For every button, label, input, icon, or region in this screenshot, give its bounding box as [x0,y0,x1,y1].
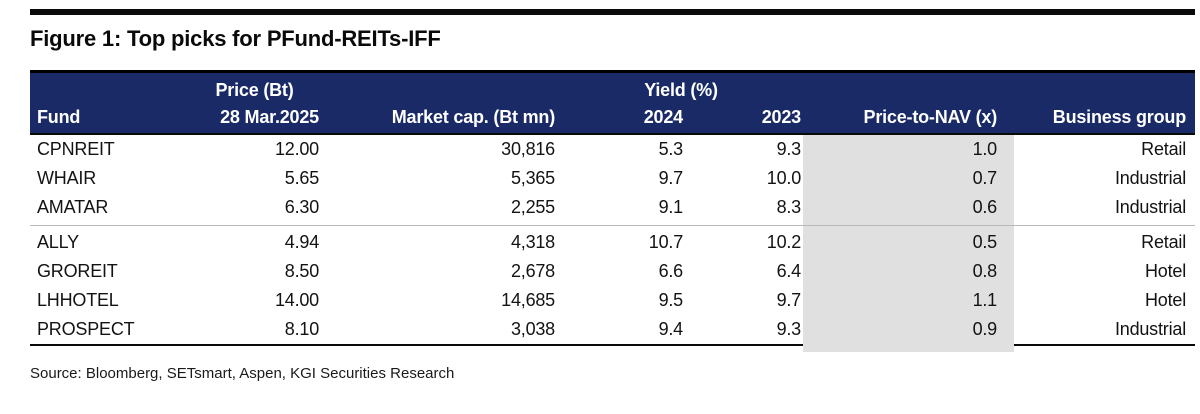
cell-business-group: Industrial [1114,319,1186,339]
table-row-lhhotel: LHHOTEL 14.00 14,685 9.5 9.7 1.1 Hotel [30,286,1195,315]
col-header-yield-2023: 2023 [761,107,801,127]
col-header-fund: Fund [37,107,81,127]
cell-price-to-nav: 0.7 [972,168,998,188]
cell-fund: PROSPECT [37,319,135,339]
cell-business-group: Industrial [1114,197,1186,217]
cell-yield-2023: 10.0 [766,168,801,188]
col-header-yield-2024: 2024 [643,107,683,127]
cell-price-28-mar-2025: 5.65 [284,168,319,188]
table-row-whair: WHAIR 5.65 5,365 9.7 10.0 0.7 Industrial [30,164,1195,193]
cell-yield-2024: 10.7 [648,232,683,252]
cell-yield-2023: 6.4 [776,261,802,281]
table-row-groreit: GROREIT 8.50 2,678 6.6 6.4 0.8 Hotel [30,257,1195,286]
cell-business-group: Hotel [1144,261,1186,281]
cell-market-cap-bt-mn: 4,318 [510,232,555,252]
table-bottom-rule [30,344,1195,346]
col-group-price-bt: Price (Bt) [215,80,294,100]
table-header: Price (Bt) Yield (%) Fund 28 Mar.2025 Ma… [30,70,1195,135]
cell-yield-2024: 6.6 [658,261,684,281]
table-header-group-row: Price (Bt) Yield (%) [30,73,1195,104]
cell-yield-2024: 5.3 [658,139,684,159]
cell-fund: AMATAR [37,197,109,217]
table-header-column-row: Fund 28 Mar.2025 Market cap. (Bt mn) 202… [30,104,1195,133]
cell-price-28-mar-2025: 8.10 [284,319,319,339]
col-header-price-to-nav: Price-to-NAV (x) [863,107,998,127]
cell-price-to-nav: 0.6 [972,197,998,217]
table-row-cpnreit: CPNREIT 12.00 30,816 5.3 9.3 1.0 Retail [30,135,1195,164]
cell-business-group: Retail [1141,139,1186,159]
cell-price-to-nav: 1.1 [972,290,998,310]
highlight-column-band [803,135,1014,352]
col-header-market-cap: Market cap. (Bt mn) [391,107,555,127]
cell-market-cap-bt-mn: 14,685 [501,290,555,310]
cell-fund: GROREIT [37,261,118,281]
cell-price-28-mar-2025: 4.94 [284,232,319,252]
cell-market-cap-bt-mn: 5,365 [510,168,555,188]
cell-fund: LHHOTEL [37,290,119,310]
cell-business-group: Industrial [1114,168,1186,188]
data-table: Price (Bt) Yield (%) Fund 28 Mar.2025 Ma… [30,70,1195,352]
table-row-ally: ALLY 4.94 4,318 10.7 10.2 0.5 Retail [30,225,1195,257]
col-header-price-date: 28 Mar.2025 [220,107,319,127]
figure-panel: Figure 1: Top picks for PFund-REITs-IFF … [0,9,1200,383]
cell-yield-2023: 8.3 [776,197,802,217]
cell-market-cap-bt-mn: 2,678 [510,261,555,281]
cell-fund: ALLY [37,232,79,252]
cell-price-to-nav: 0.5 [972,232,998,252]
cell-yield-2023: 9.3 [776,319,802,339]
table-body: CPNREIT 12.00 30,816 5.3 9.3 1.0 Retail WHAIR 5.… [30,135,1195,344]
cell-business-group: Hotel [1144,290,1186,310]
col-header-business-group: Business group [1052,107,1186,127]
cell-yield-2024: 9.5 [658,290,684,310]
cell-price-28-mar-2025: 6.30 [284,197,319,217]
cell-price-to-nav: 0.8 [972,261,998,281]
col-group-yield-pct: Yield (%) [644,80,718,100]
cell-yield-2024: 9.4 [658,319,684,339]
cell-yield-2024: 9.1 [658,197,684,217]
top-rule [30,9,1195,15]
cell-price-to-nav: 0.9 [972,319,998,339]
cell-price-28-mar-2025: 14.00 [274,290,319,310]
cell-market-cap-bt-mn: 3,038 [510,319,555,339]
cell-business-group: Retail [1141,232,1186,252]
table-row-prospect: PROSPECT 8.10 3,038 9.4 9.3 0.9 Industrial [30,315,1195,344]
table-row-amatar: AMATAR 6.30 2,255 9.1 8.3 0.6 Industrial [30,193,1195,222]
cell-price-28-mar-2025: 12.00 [274,139,319,159]
cell-yield-2023: 10.2 [766,232,801,252]
cell-price-28-mar-2025: 8.50 [284,261,319,281]
cell-yield-2023: 9.7 [776,290,802,310]
source-note: Source: Bloomberg, SETsmart, Aspen, KGI … [30,365,455,382]
cell-yield-2024: 9.7 [658,168,684,188]
cell-yield-2023: 9.3 [776,139,802,159]
cell-fund: CPNREIT [37,139,115,159]
figure-title: Figure 1: Top picks for PFund-REITs-IFF [30,26,441,51]
cell-market-cap-bt-mn: 30,816 [501,139,555,159]
cell-fund: WHAIR [37,168,96,188]
cell-market-cap-bt-mn: 2,255 [510,197,555,217]
cell-price-to-nav: 1.0 [972,139,998,159]
